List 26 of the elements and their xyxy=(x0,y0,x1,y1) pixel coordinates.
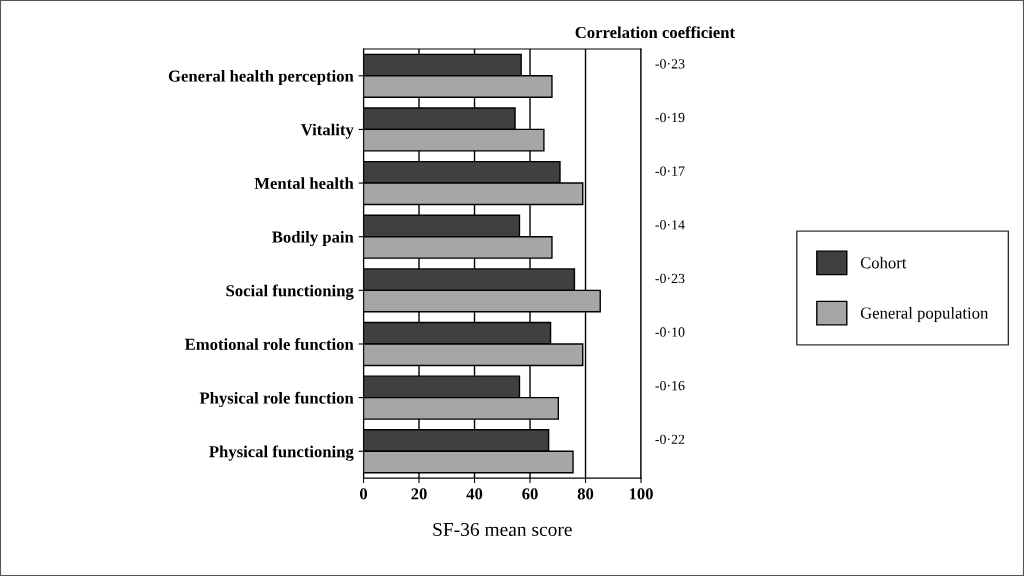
text: -0·14 xyxy=(655,220,685,230)
x-tick-label: 20 xyxy=(411,488,427,500)
text: -0·16 xyxy=(655,381,685,391)
y-tick-label: Social functioning xyxy=(226,284,354,300)
y-tick-label: Emotional role function xyxy=(184,338,354,350)
y-tick-label: Vitality xyxy=(300,123,354,139)
x-tick-label: 0 xyxy=(359,488,368,500)
y-tick-label: Bodily pain xyxy=(272,230,354,247)
text: -0·10 xyxy=(655,327,685,337)
legend-label: General population xyxy=(860,306,989,323)
text: Correlation coefficient xyxy=(575,26,735,39)
y-tick-label: General health perception xyxy=(168,70,354,86)
x-tick-label: 60 xyxy=(522,488,538,500)
text: -0·23 xyxy=(655,59,685,69)
y-tick-label: Mental health xyxy=(254,177,354,190)
y-tick-label: Physical functioning xyxy=(209,445,354,461)
text: -0·23 xyxy=(655,273,685,284)
text: -0·17 xyxy=(655,166,685,176)
text: -0·19 xyxy=(655,112,685,123)
x-tick-label: 100 xyxy=(629,488,653,500)
x-axis-title: SF-36 mean score xyxy=(433,522,572,537)
text: -0·22 xyxy=(655,434,685,445)
legend-label: Cohort xyxy=(860,256,907,269)
x-tick-label: 40 xyxy=(466,488,483,500)
x-tick-label: 80 xyxy=(577,488,594,500)
y-tick-label: Physical role function xyxy=(199,391,354,408)
